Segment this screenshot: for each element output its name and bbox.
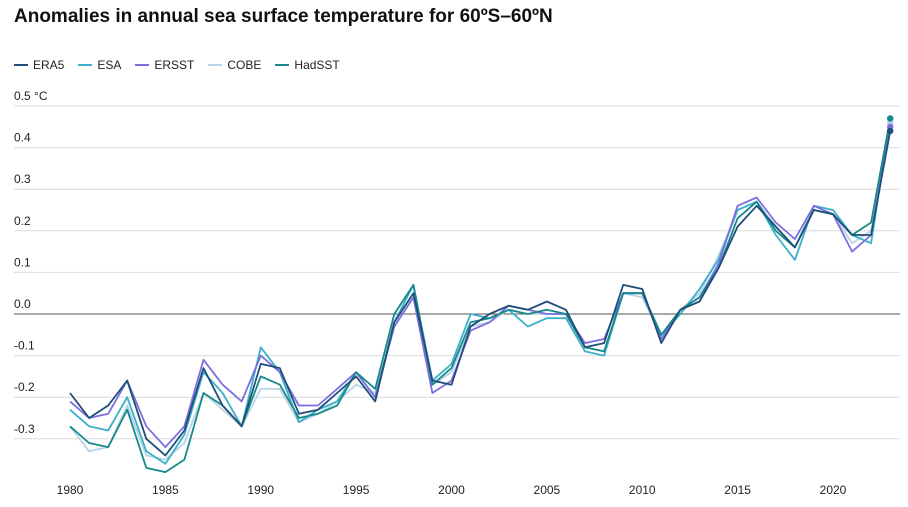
chart-title: Anomalies in annual sea surface temperat… bbox=[14, 6, 553, 27]
series-endpoint-hadsst bbox=[887, 115, 894, 122]
legend-swatch bbox=[275, 64, 290, 66]
y-tick-label: 0.5 °C bbox=[14, 89, 48, 103]
x-tick-label: 1980 bbox=[57, 483, 84, 497]
x-tick-label: 2020 bbox=[820, 483, 847, 497]
legend-label: ESA bbox=[97, 58, 122, 72]
series-line-era5 bbox=[69, 130, 892, 457]
legend-swatch bbox=[78, 64, 93, 66]
legend-item-era5: ERA5 bbox=[14, 58, 64, 72]
y-tick-label: -0.1 bbox=[14, 339, 35, 353]
x-tick-label: 2010 bbox=[629, 483, 656, 497]
legend-swatch bbox=[14, 64, 28, 66]
legend-label: ERA5 bbox=[33, 58, 65, 72]
y-tick-label: -0.3 bbox=[14, 422, 35, 436]
y-tick-label: 0.3 bbox=[14, 172, 31, 186]
x-tick-label: 1985 bbox=[152, 483, 179, 497]
legend: ERA5 ESA ERSST COBE HadSST bbox=[14, 58, 340, 72]
y-tick-label: 0.0 bbox=[14, 297, 31, 311]
series-endpoint-era5 bbox=[887, 127, 894, 135]
legend-label: COBE bbox=[227, 58, 262, 72]
y-tick-label: 0.4 bbox=[14, 131, 31, 145]
legend-label: HadSST bbox=[294, 58, 340, 72]
legend-item-esa: ESA bbox=[78, 58, 121, 72]
legend-item-ersst: ERSST bbox=[135, 58, 194, 72]
series-line-esa bbox=[69, 118, 892, 465]
x-tick-label: 2000 bbox=[438, 483, 465, 497]
y-tick-label: 0.1 bbox=[14, 255, 31, 269]
legend-item-cobe: COBE bbox=[208, 58, 261, 72]
legend-swatch bbox=[208, 64, 223, 66]
y-tick-label: 0.2 bbox=[14, 214, 31, 228]
x-tick-label: 1995 bbox=[343, 483, 370, 497]
legend-item-hadsst: HadSST bbox=[275, 58, 340, 72]
y-tick-label: -0.2 bbox=[14, 380, 35, 394]
legend-label: ERSST bbox=[154, 58, 195, 72]
x-tick-label: 2005 bbox=[534, 483, 561, 497]
x-tick-label: 2015 bbox=[724, 483, 751, 497]
series-line-ersst bbox=[69, 126, 892, 448]
x-tick-label: 1990 bbox=[247, 483, 274, 497]
legend-swatch bbox=[135, 64, 150, 66]
